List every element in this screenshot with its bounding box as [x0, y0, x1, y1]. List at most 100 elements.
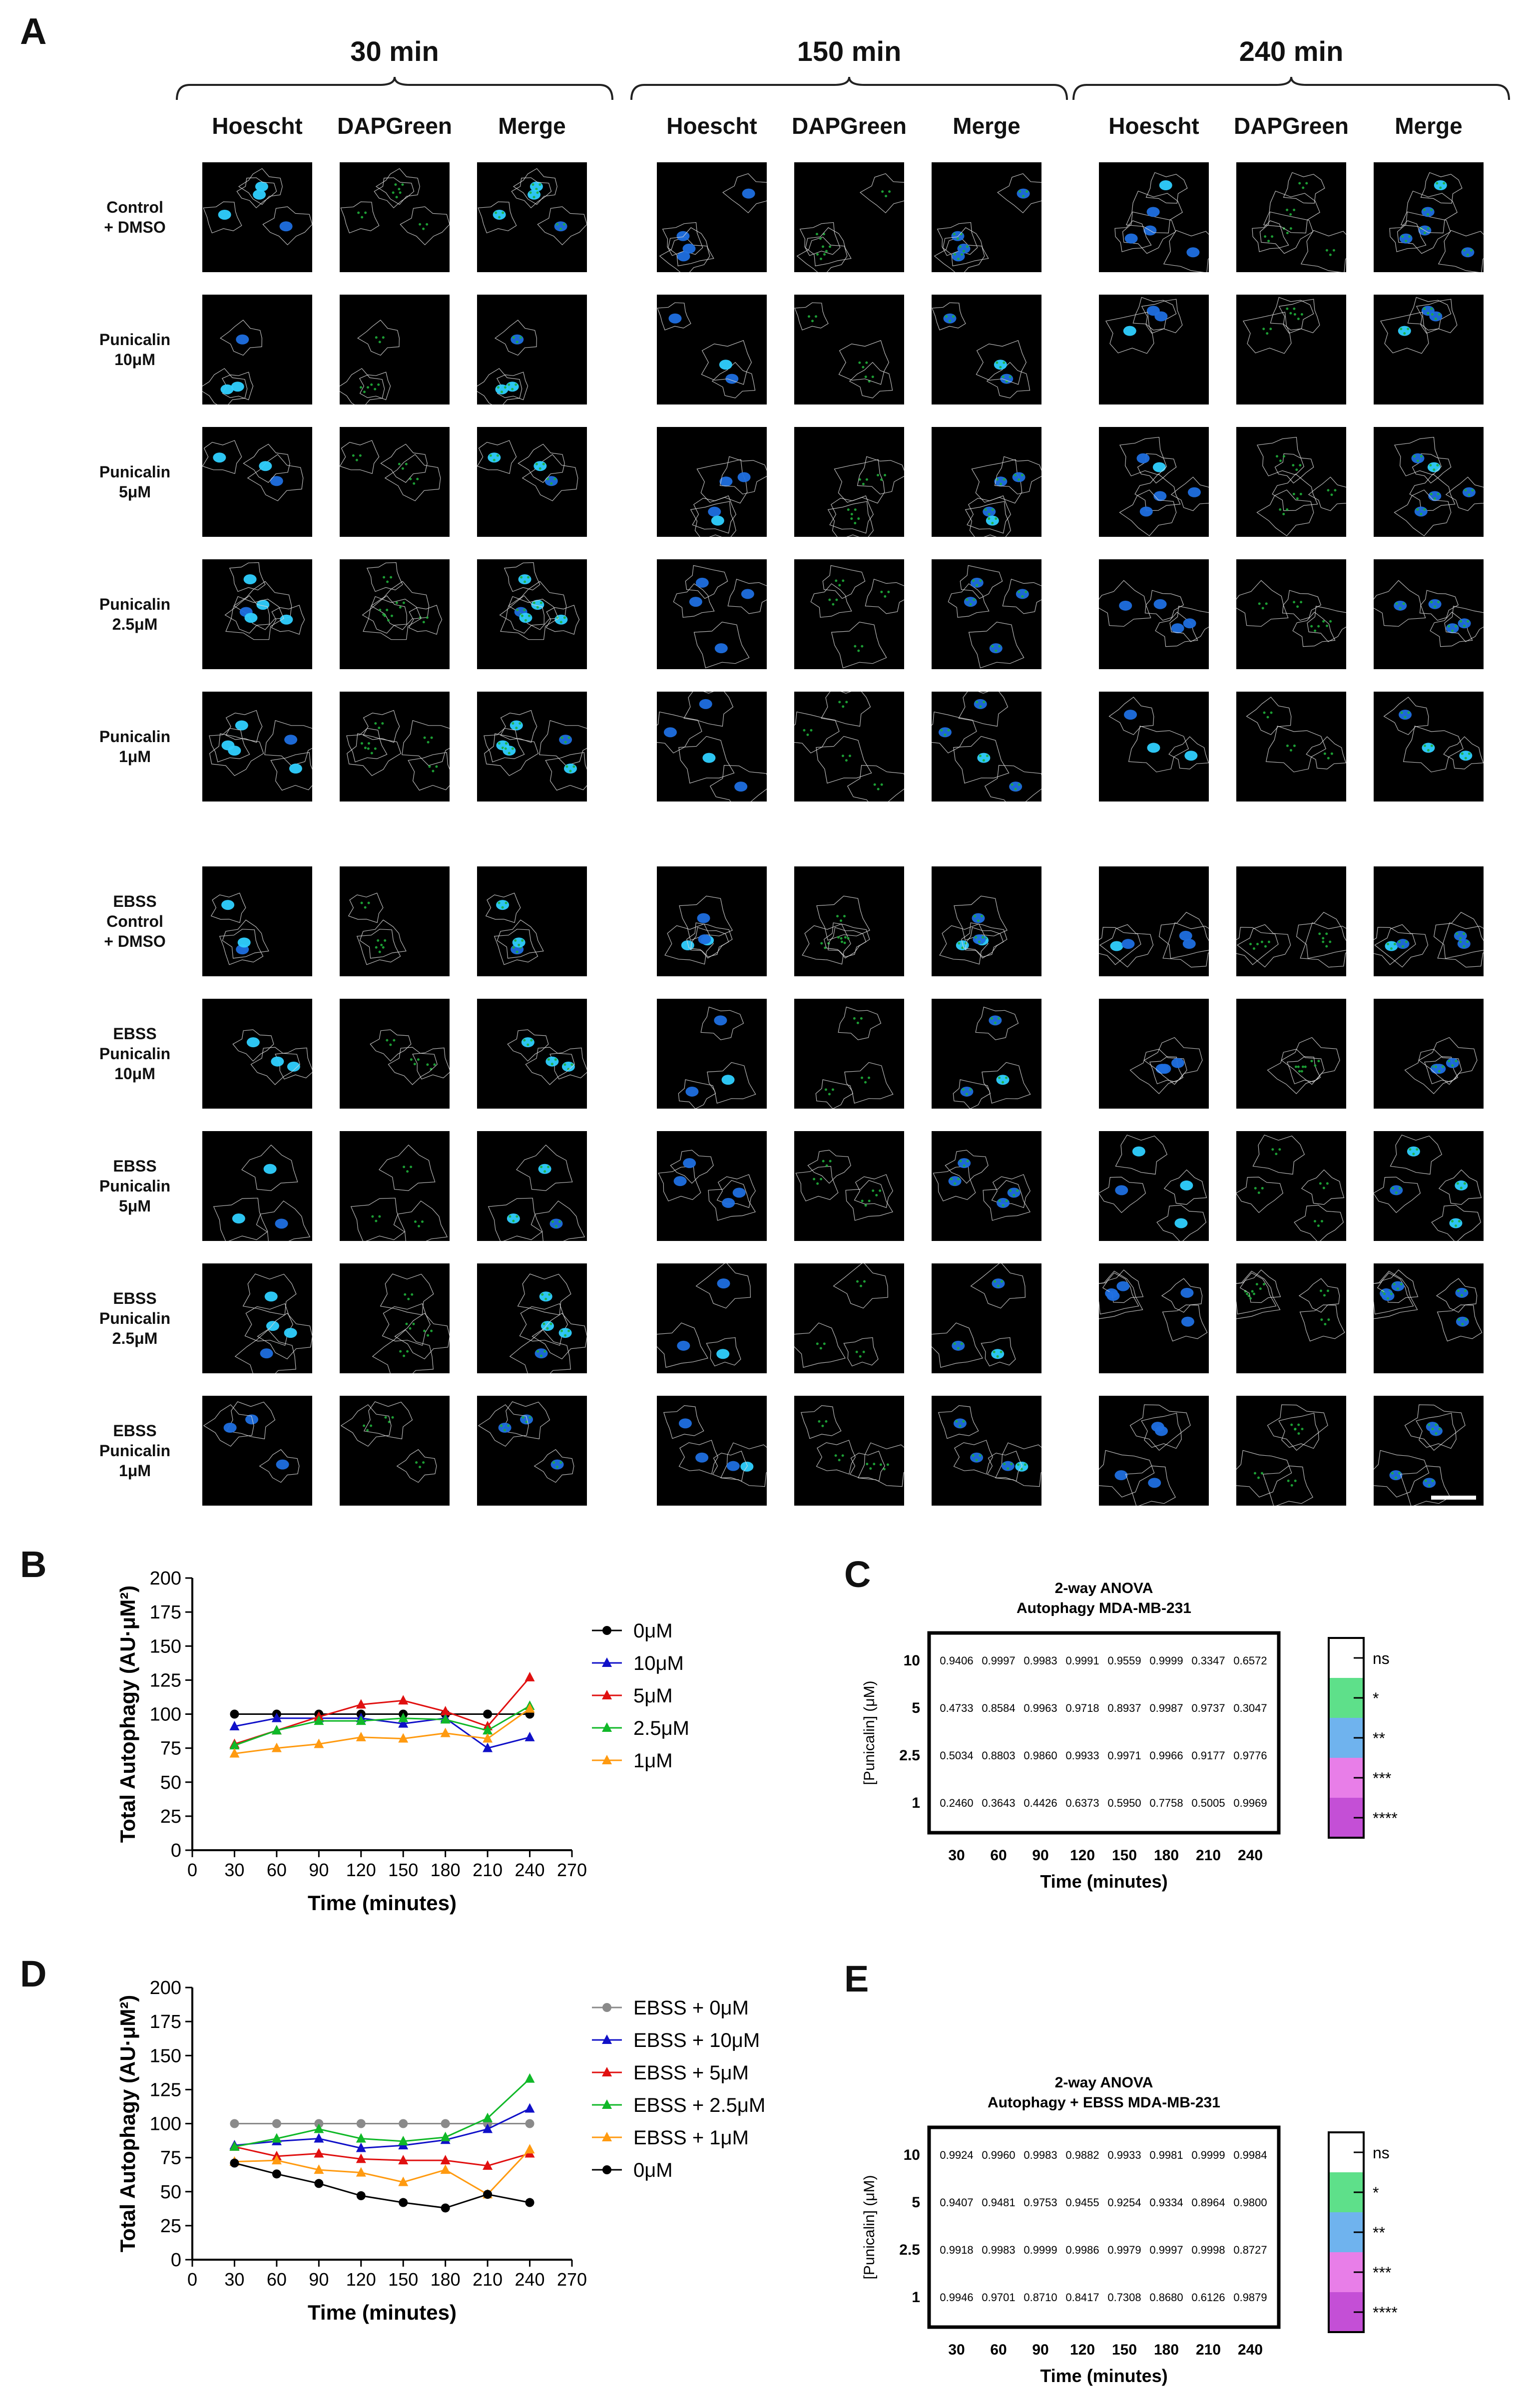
legend-label: 10μM: [633, 1652, 684, 1674]
data-point: [356, 1699, 366, 1709]
column-label: 210: [1196, 1847, 1221, 1864]
data-point: [398, 1695, 409, 1705]
legend-label: 5μM: [633, 1685, 673, 1707]
micrograph-tile: [794, 559, 904, 669]
legend-label: EBSS + 2.5μM: [633, 2094, 765, 2116]
series-line: [234, 2162, 530, 2209]
y-tick-label: 75: [160, 1738, 181, 1759]
x-tick-label: 120: [346, 1860, 376, 1880]
p-value-cell: 0.4426: [1023, 1797, 1057, 1809]
legend-marker: [602, 1690, 612, 1699]
p-value-cell: 0.9918: [940, 2244, 973, 2256]
data-point: [398, 1712, 409, 1722]
p-value-cell: 0.9999: [1023, 2244, 1057, 2256]
y-tick-label: 100: [150, 2114, 181, 2135]
y-tick-label: 75: [160, 2148, 181, 2169]
x-tick-label: 180: [431, 1860, 461, 1880]
p-value-cell: 0.9334: [1149, 2196, 1183, 2209]
micrograph-tile: [1236, 692, 1346, 802]
p-value-cell: 0.9737: [1191, 1702, 1225, 1714]
row-label: 5: [912, 2194, 920, 2211]
data-point: [271, 1712, 282, 1722]
micrograph-tile: [1374, 692, 1484, 802]
data-point: [272, 2169, 281, 2179]
panel-label-d: D: [20, 1953, 47, 1995]
y-axis-label: [Punicalin] (μM): [861, 1680, 878, 1785]
legend-marker: [602, 1722, 612, 1732]
data-point: [271, 1742, 282, 1752]
row-label-line: 10μM: [114, 1065, 155, 1083]
legend-label: ****: [1373, 1809, 1398, 1827]
data-point: [441, 2203, 450, 2213]
micrograph-tile: [794, 1131, 904, 1241]
micrograph-tile: [657, 866, 767, 976]
data-point: [398, 1718, 409, 1728]
micrograph-tile: [477, 1131, 587, 1241]
p-value-cell: 0.4733: [940, 1702, 973, 1714]
y-tick-label: 200: [150, 1978, 181, 1999]
data-point: [524, 2073, 535, 2083]
micrograph-tile: [340, 162, 450, 272]
y-tick-label: 150: [150, 1636, 181, 1657]
x-tick-label: 210: [473, 1860, 503, 1880]
p-value-cell: 0.2460: [940, 1797, 973, 1809]
data-point: [524, 1731, 535, 1741]
p-value-cell: 0.7758: [1149, 1797, 1183, 1809]
legend-label: ***: [1373, 1769, 1391, 1787]
row-label-line: + DMSO: [104, 932, 166, 950]
y-tick-label: 175: [150, 2011, 181, 2032]
micrograph-tile: [477, 559, 587, 669]
micrograph-tile: [657, 1263, 767, 1373]
line-chart-b: 0 25 50 75 100 125 150 175 200 0 30 60 90 120 150 180 21…: [116, 1568, 689, 1915]
data-point: [483, 2112, 493, 2122]
micrograph-tile: [340, 692, 450, 802]
p-value-cell: 0.9969: [1233, 1797, 1267, 1809]
micrograph-tile: [657, 1396, 767, 1506]
row-label-line: EBSS: [113, 1289, 157, 1307]
data-point: [356, 2119, 366, 2128]
micrograph-tile: [794, 162, 904, 272]
legend-label: EBSS + 1μM: [633, 2127, 749, 2149]
series-line: [234, 1708, 530, 1754]
micrograph-tile: [1099, 162, 1209, 272]
micrograph-tile: [1236, 1396, 1346, 1506]
micrograph-tile: [932, 692, 1041, 802]
row-label: EBSS Punicalin 2.5μM: [75, 1288, 195, 1348]
p-value-cell: 0.9979: [1107, 2244, 1141, 2256]
micrograph-tile: [477, 295, 587, 404]
data-point: [440, 1714, 451, 1724]
series-line: [234, 1705, 530, 1746]
legend-label: EBSS + 0μM: [633, 1997, 749, 2019]
data-point: [229, 1740, 240, 1750]
legend-entry: EBSS + 1μM: [592, 2127, 749, 2149]
data-point: [229, 2141, 240, 2151]
p-value-cell: 0.8680: [1149, 2291, 1183, 2304]
channel-heading: Hoescht: [666, 113, 757, 139]
p-value-cell: 0.8584: [982, 1702, 1015, 1714]
column-label: 90: [1032, 1847, 1048, 1864]
row-label-line: EBSS: [113, 1157, 157, 1175]
micrograph-tile: [932, 427, 1041, 537]
micrograph-tile: [202, 1263, 312, 1373]
p-value-cell: 0.9998: [1191, 2244, 1225, 2256]
table-frame: [927, 2125, 1281, 2329]
legend-label: ***: [1373, 2264, 1391, 2282]
data-point: [314, 2164, 324, 2174]
data-point: [356, 2153, 366, 2163]
data-point: [525, 2119, 534, 2128]
data-point: [440, 1727, 451, 1737]
data-point: [314, 2148, 324, 2158]
row-label-line: 2.5μM: [112, 615, 158, 633]
micrograph-tile: [1099, 999, 1209, 1109]
column-label: 180: [1154, 1847, 1179, 1864]
p-value-cell: 0.8964: [1191, 2196, 1225, 2209]
legend-marker: [602, 1626, 611, 1635]
data-point: [230, 2158, 239, 2168]
x-tick-label: 180: [431, 2269, 461, 2290]
row-label-line: 1μM: [118, 748, 151, 766]
data-point: [524, 2144, 535, 2154]
legend-marker: [602, 2067, 612, 2076]
p-value-cell: 0.9981: [1149, 2149, 1183, 2161]
legend-entry: EBSS + 5μM: [592, 2062, 749, 2084]
p-value-cell: 0.9983: [1023, 1654, 1057, 1667]
